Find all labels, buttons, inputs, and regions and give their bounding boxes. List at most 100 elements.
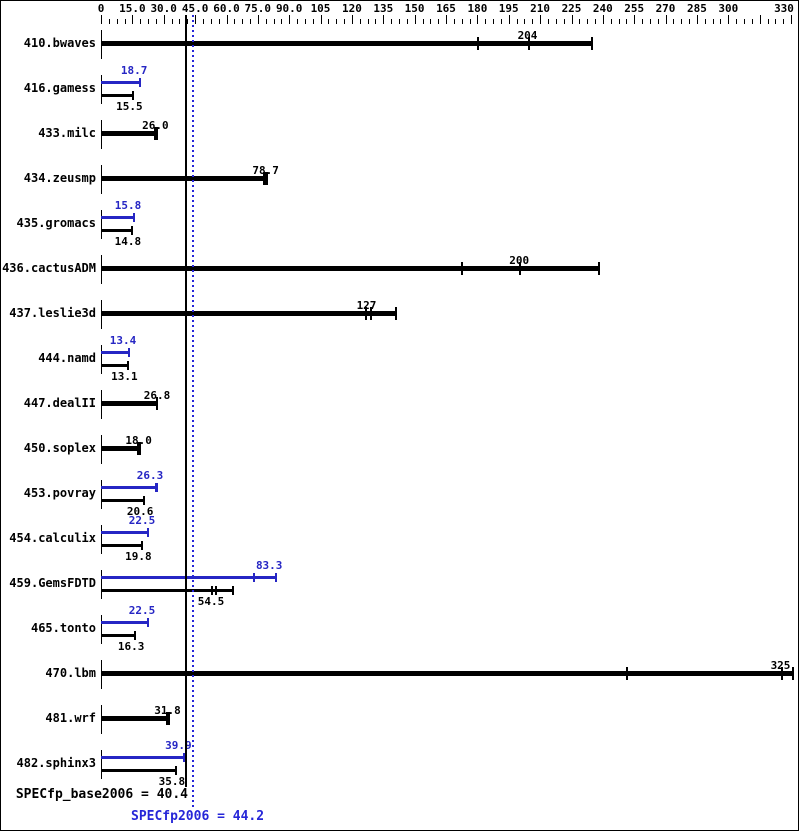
row-axis-stub (101, 75, 102, 104)
peak-end-whisker (139, 78, 142, 87)
peak-end-whisker (155, 483, 158, 492)
base-value-label: 13.1 (111, 370, 138, 383)
axis-tick (477, 15, 479, 24)
axis-tick-label: 0 (97, 2, 105, 15)
run-mark (264, 172, 267, 185)
axis-tick (265, 19, 267, 24)
run-mark (527, 37, 530, 50)
row-axis-stub (101, 480, 102, 509)
benchmark-label: 437.leslie3d (9, 306, 96, 320)
axis-tick-label: 90.0 (275, 2, 303, 15)
peak-value-label: 39.9 (165, 739, 192, 752)
axis-tick-label: 135 (373, 2, 394, 15)
base-end-whisker (231, 586, 234, 595)
axis-tick (453, 19, 455, 24)
base-value-label: 26.0 (142, 119, 169, 132)
axis-tick-label: 75.0 (244, 2, 272, 15)
base-value-label: 200 (509, 254, 530, 267)
axis-tick-label: 240 (592, 2, 613, 15)
benchmark-label: 454.calculix (9, 531, 96, 545)
run-mark (369, 307, 372, 320)
axis-tick (132, 15, 134, 24)
axis-tick (257, 15, 259, 24)
peak-bar (101, 756, 185, 759)
axis-tick (555, 19, 557, 24)
axis-tick (524, 19, 526, 24)
peak-value-label: 15.8 (114, 199, 142, 212)
axis-tick-label: 285 (686, 2, 707, 15)
axis-tick (399, 19, 400, 24)
axis-tick (696, 15, 698, 24)
peak-end-whisker (274, 573, 277, 582)
axis-tick (297, 19, 298, 24)
axis-tick (375, 19, 377, 24)
base-bar (101, 499, 145, 502)
bar-end-whisker (591, 37, 594, 50)
axis-tick (422, 19, 424, 24)
peak-end-whisker (147, 618, 149, 627)
peak-bar (101, 81, 141, 84)
run-mark (477, 37, 480, 50)
axis-tick (312, 19, 314, 24)
axis-tick (775, 19, 777, 24)
axis-tick (210, 19, 212, 24)
base-end-whisker (127, 361, 130, 370)
axis-tick-label: 165 (436, 2, 456, 15)
base-value-label: 19.8 (125, 550, 152, 563)
axis-tick (148, 19, 149, 24)
axis-tick-label: 255 (624, 2, 645, 15)
axis-tick (469, 19, 471, 24)
axis-tick (336, 19, 338, 24)
axis-tick-label: 120 (341, 2, 362, 15)
peak-bar (101, 216, 134, 219)
axis-tick-label: 60.0 (213, 2, 240, 15)
base-bar (101, 94, 134, 97)
base-end-whisker (141, 541, 144, 550)
benchmark-label: 433.milc (38, 126, 96, 140)
peak-run-mark (252, 573, 255, 582)
peak-value-label: 18.7 (120, 64, 148, 77)
axis-tick (665, 15, 667, 24)
axis-tick (704, 19, 706, 24)
base-bar (101, 401, 157, 406)
base-value-label: 127 (356, 299, 377, 312)
base-value-label: 78.7 (252, 164, 279, 177)
axis-tick (728, 15, 730, 24)
benchmark-label: 459.GemsFDTD (9, 576, 96, 590)
axis-tick-label: 330 (774, 2, 794, 15)
peak-bar (101, 531, 148, 534)
peak-end-whisker (147, 528, 149, 537)
axis-tick (618, 19, 620, 24)
base-bar (101, 671, 794, 676)
axis-tick (783, 19, 785, 24)
benchmark-label: 444.namd (38, 351, 96, 365)
benchmark-label: 436.cactusADM (2, 261, 96, 275)
axis-tick (116, 19, 118, 24)
run-mark (153, 127, 156, 140)
run-mark (460, 262, 463, 275)
base-bar (101, 176, 267, 181)
row-axis-stub (101, 210, 102, 239)
base-bar (101, 589, 233, 592)
peak-value-label: 83.3 (255, 559, 283, 572)
axis-tick (736, 19, 738, 24)
axis-tick (202, 19, 204, 24)
axis-tick (634, 15, 636, 24)
axis-tick (720, 19, 722, 24)
benchmark-label: 435.gromacs (16, 216, 96, 230)
axis-tick-label: 15.0 (119, 2, 146, 15)
axis-tick (234, 19, 236, 24)
axis-tick (508, 15, 510, 24)
axis-tick (391, 19, 393, 24)
axis-tick (642, 19, 643, 24)
axis-tick (649, 19, 651, 24)
axis-tick (681, 19, 683, 24)
peak-bar (101, 486, 157, 489)
axis-tick (328, 19, 330, 24)
base-bar (101, 266, 599, 271)
axis-tick (171, 19, 173, 24)
peak-bar (101, 621, 148, 624)
axis-tick (242, 19, 244, 24)
axis-tick-label: 30.0 (150, 2, 177, 15)
